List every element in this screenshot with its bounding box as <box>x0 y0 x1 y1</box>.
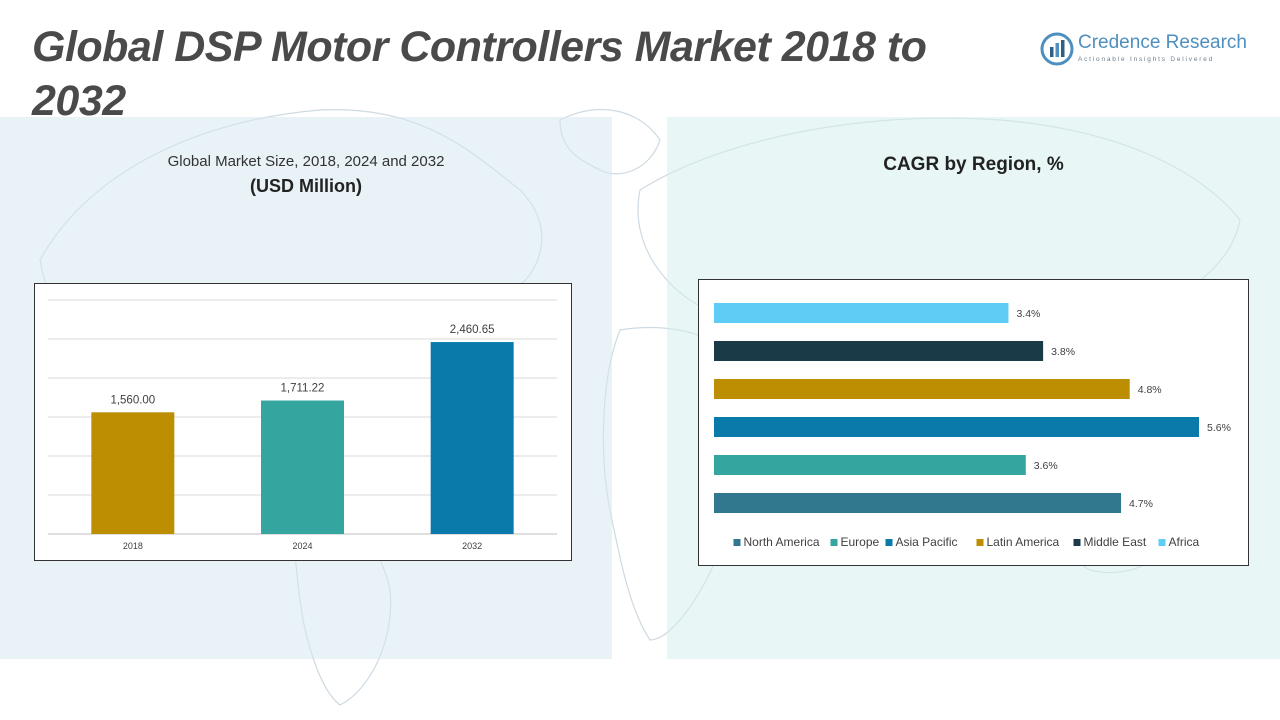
market-size-unit: (USD Million) <box>250 176 362 196</box>
logo-tagline: Actionable Insights Delivered <box>1078 56 1215 63</box>
x-tick-label-2024: 2024 <box>292 541 312 551</box>
legend-label-latin-america: Latin America <box>987 535 1060 549</box>
legend-swatch-north-america <box>733 539 741 546</box>
bar-middle-east <box>714 341 1044 361</box>
legend-swatch-africa <box>1158 539 1166 546</box>
market-size-subtitle: Global Market Size, 2018, 2024 and 2032 <box>167 153 445 170</box>
legend-swatch-asia-pacific <box>885 539 893 546</box>
cagr-bar-chart: 3.4% 3.8% 4.8% 5.6% 3.6% 4.7% North America Eur… <box>714 303 1231 549</box>
market-size-bar-chart: 1,560.00 2018 1,711.22 2024 2,460.65 2032 <box>48 299 557 551</box>
data-label-2024: 1,711.22 <box>281 383 325 395</box>
logo-mark-icon <box>1040 32 1074 66</box>
bar-europe <box>714 455 1026 475</box>
bar-2018 <box>91 412 175 534</box>
x-tick-label-2032: 2032 <box>462 541 482 551</box>
bar-north-america <box>714 493 1122 513</box>
cagr-title: CAGR by Region, % <box>883 154 1064 175</box>
data-label-2032: 2,460.65 <box>450 324 495 336</box>
legend-label-europe: Europe <box>841 535 880 549</box>
bar-asia-pacific <box>714 417 1199 437</box>
data-label-africa: 3.4% <box>1016 308 1040 320</box>
data-label-middle-east: 3.8% <box>1051 346 1075 358</box>
bar-africa <box>714 303 1009 323</box>
data-label-2018: 1,560.00 <box>110 394 155 406</box>
data-label-asia-pacific: 5.6% <box>1207 422 1231 434</box>
data-label-europe: 3.6% <box>1034 460 1058 472</box>
legend-label-asia-pacific: Asia Pacific <box>896 535 958 549</box>
legend-label-middle-east: Middle East <box>1084 535 1147 549</box>
data-label-latin-america: 4.8% <box>1138 384 1162 396</box>
bar-2032 <box>430 342 514 534</box>
bar-latin-america <box>714 379 1130 399</box>
legend-label-north-america: North America <box>744 535 820 549</box>
legend-swatch-europe <box>830 539 838 546</box>
page-title: Global DSP Motor Controllers Market 2018… <box>32 23 927 125</box>
market-size-chart: 1,560.00 2018 1,711.22 2024 2,460.65 2032 <box>34 283 572 561</box>
data-label-north-america: 4.7% <box>1129 498 1153 510</box>
legend-swatch-latin-america <box>976 539 984 546</box>
cagr-chart: 3.4% 3.8% 4.8% 5.6% 3.6% 4.7% North America Eur… <box>698 279 1249 566</box>
credence-research-logo: Credence Research Actionable Insights De… <box>1040 30 1255 70</box>
logo-name: Credence Research <box>1078 32 1247 53</box>
legend-label-africa: Africa <box>1169 535 1200 549</box>
legend-swatch-middle-east <box>1073 539 1081 546</box>
x-tick-label-2018: 2018 <box>123 541 143 551</box>
bar-2024 <box>261 400 344 534</box>
